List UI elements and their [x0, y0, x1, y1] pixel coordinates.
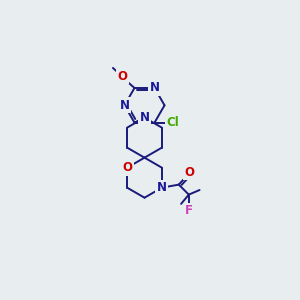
Text: N: N	[149, 82, 160, 94]
Text: Cl: Cl	[167, 116, 179, 129]
Text: F: F	[185, 204, 193, 217]
Text: O: O	[184, 166, 195, 179]
Text: O: O	[117, 70, 127, 83]
Text: N: N	[157, 181, 167, 194]
Text: N: N	[119, 99, 130, 112]
Text: O: O	[122, 161, 132, 174]
Text: N: N	[140, 111, 149, 124]
